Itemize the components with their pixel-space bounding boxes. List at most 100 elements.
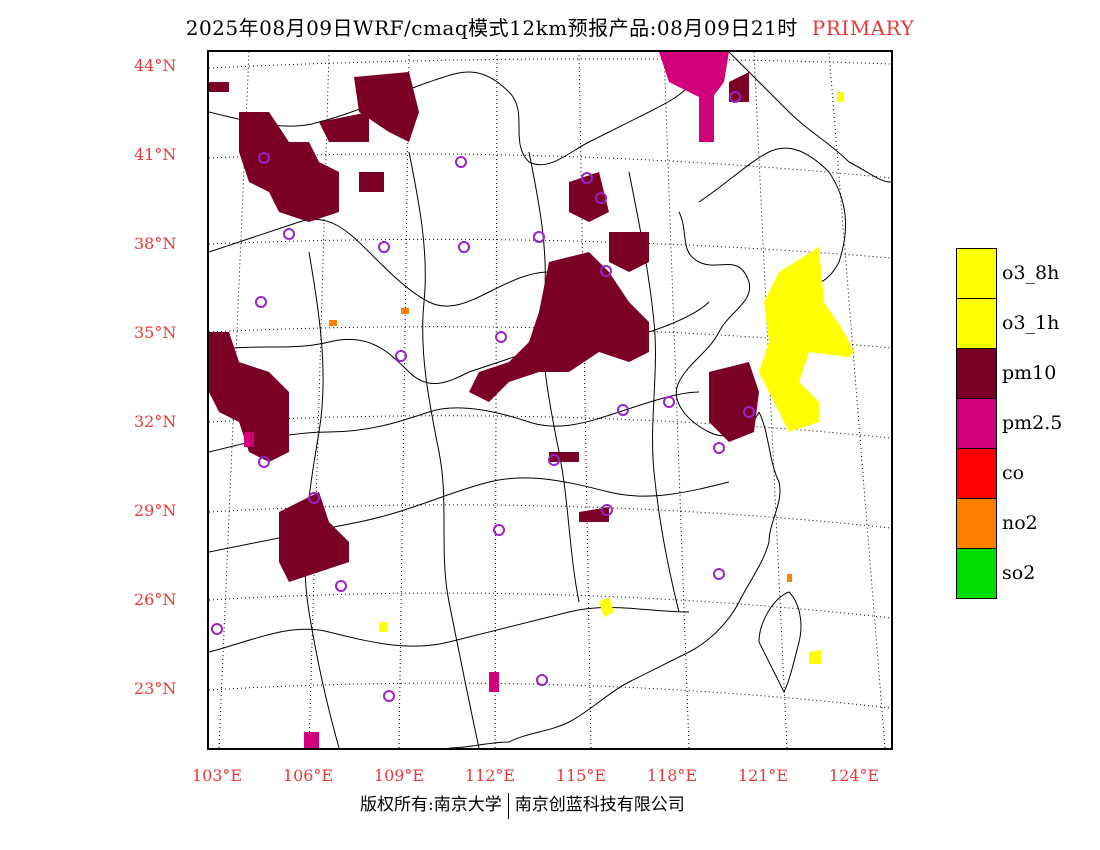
o3-region bbox=[759, 247, 854, 432]
station-marker bbox=[617, 404, 629, 416]
northern-border bbox=[208, 51, 730, 166]
lon-label-109: 109°E bbox=[373, 766, 425, 785]
no2-cell bbox=[401, 308, 409, 314]
pm10-region bbox=[359, 172, 384, 192]
meridian-109 bbox=[398, 51, 410, 749]
station-marker bbox=[255, 296, 267, 308]
lon-label-115: 115°E bbox=[555, 766, 607, 785]
station-marker bbox=[581, 172, 593, 184]
station-marker bbox=[458, 241, 470, 253]
lat-label-29: 29°N bbox=[134, 501, 177, 520]
station-marker bbox=[600, 265, 612, 277]
lon-label-106: 106°E bbox=[282, 766, 334, 785]
legend-label: o3_8h bbox=[1002, 262, 1060, 284]
map-title: 2025年08月09日WRF/cmaq模式12km预报产品:08月09日21时 P… bbox=[0, 12, 1100, 41]
legend-label: pm10 bbox=[1002, 362, 1057, 384]
title-text: 2025年08月09日WRF/cmaq模式12km预报产品:08月09日21时 bbox=[185, 16, 798, 40]
bohai-coast bbox=[675, 211, 760, 437]
vertical-border-central bbox=[528, 151, 580, 603]
lat-label-44: 44°N bbox=[134, 56, 177, 75]
pm10-region bbox=[209, 332, 289, 462]
lat-label-38: 38°N bbox=[134, 234, 177, 253]
station-marker bbox=[258, 456, 270, 468]
pm10-region bbox=[239, 112, 339, 222]
station-markers bbox=[211, 91, 755, 702]
pm10-region bbox=[279, 492, 349, 582]
pm10-cell bbox=[209, 82, 229, 92]
lat-label-26: 26°N bbox=[134, 590, 177, 609]
station-marker bbox=[495, 331, 507, 343]
station-marker bbox=[713, 568, 725, 580]
copyright-footer: 版权所有:南京大学 南京创蓝科技有限公司 bbox=[360, 790, 685, 819]
station-marker bbox=[493, 524, 505, 536]
no2-cell bbox=[329, 320, 337, 326]
station-marker bbox=[595, 192, 607, 204]
pm10-areas bbox=[209, 72, 759, 582]
pm10-region bbox=[469, 252, 649, 402]
northeast-border bbox=[728, 51, 892, 183]
station-marker bbox=[378, 241, 390, 253]
legend-item: o3_1h bbox=[956, 298, 1100, 349]
map-area bbox=[207, 50, 893, 750]
lat-label-35: 35°N bbox=[134, 323, 177, 342]
lat-label-41: 41°N bbox=[134, 145, 177, 164]
legend-swatch bbox=[956, 348, 997, 399]
lon-label-121: 121°E bbox=[737, 766, 789, 785]
station-marker bbox=[308, 492, 320, 504]
legend-item: co bbox=[956, 448, 1100, 499]
parallel-44 bbox=[208, 58, 892, 69]
lon-label-118: 118°E bbox=[646, 766, 698, 785]
graticule bbox=[208, 51, 892, 749]
primary-tag: PRIMARY bbox=[811, 16, 915, 40]
north-china-border bbox=[208, 218, 550, 307]
o3-cell bbox=[837, 92, 844, 102]
o3-areas bbox=[379, 92, 854, 664]
legend-item: so2 bbox=[956, 548, 1100, 599]
copyright-left: 版权所有:南京大学 bbox=[360, 795, 502, 815]
o3-cell bbox=[809, 650, 821, 664]
station-marker bbox=[663, 396, 675, 408]
station-marker bbox=[729, 91, 741, 103]
legend-swatch bbox=[956, 498, 997, 549]
legend-label: co bbox=[1002, 462, 1025, 484]
pm25-cell bbox=[304, 732, 319, 748]
station-marker bbox=[395, 350, 407, 362]
taiwan-outline bbox=[758, 591, 802, 694]
map-svg bbox=[208, 51, 892, 749]
station-marker bbox=[283, 228, 295, 240]
footer-separator bbox=[507, 792, 509, 819]
legend-label: o3_1h bbox=[1002, 312, 1060, 334]
pm25-region bbox=[699, 92, 714, 142]
legend-label: so2 bbox=[1002, 562, 1036, 584]
south-border bbox=[208, 607, 690, 653]
legend-swatch bbox=[956, 248, 997, 299]
pm10-region bbox=[319, 112, 369, 142]
legend-item: no2 bbox=[956, 498, 1100, 549]
pm25-cell bbox=[489, 672, 499, 692]
station-marker bbox=[601, 504, 613, 516]
pm25-region bbox=[659, 52, 729, 102]
legend-item: pm10 bbox=[956, 348, 1100, 399]
legend: o3_8h o3_1h pm10 pm2.5 co no2 so2 bbox=[956, 248, 1100, 599]
meridian-112 bbox=[494, 51, 498, 749]
station-marker bbox=[258, 152, 270, 164]
o3-cell bbox=[379, 622, 387, 632]
legend-item: pm2.5 bbox=[956, 398, 1100, 449]
legend-label: pm2.5 bbox=[1002, 412, 1063, 434]
parallel-38 bbox=[208, 238, 892, 259]
no2-cell bbox=[787, 574, 792, 582]
pm10-region bbox=[549, 452, 579, 462]
pm10-region bbox=[709, 362, 759, 442]
lon-label-103: 103°E bbox=[191, 766, 243, 785]
parallel-32 bbox=[208, 415, 892, 439]
parallel-23 bbox=[208, 682, 892, 709]
station-marker bbox=[455, 156, 467, 168]
copyright-right: 南京创蓝科技有限公司 bbox=[514, 795, 685, 815]
meridian-118 bbox=[663, 51, 690, 749]
station-marker bbox=[548, 454, 560, 466]
lon-label-124: 124°E bbox=[828, 766, 880, 785]
no2-cells bbox=[329, 308, 792, 582]
pm10-region bbox=[354, 72, 419, 142]
lat-label-23: 23°N bbox=[134, 679, 177, 698]
station-marker bbox=[743, 406, 755, 418]
